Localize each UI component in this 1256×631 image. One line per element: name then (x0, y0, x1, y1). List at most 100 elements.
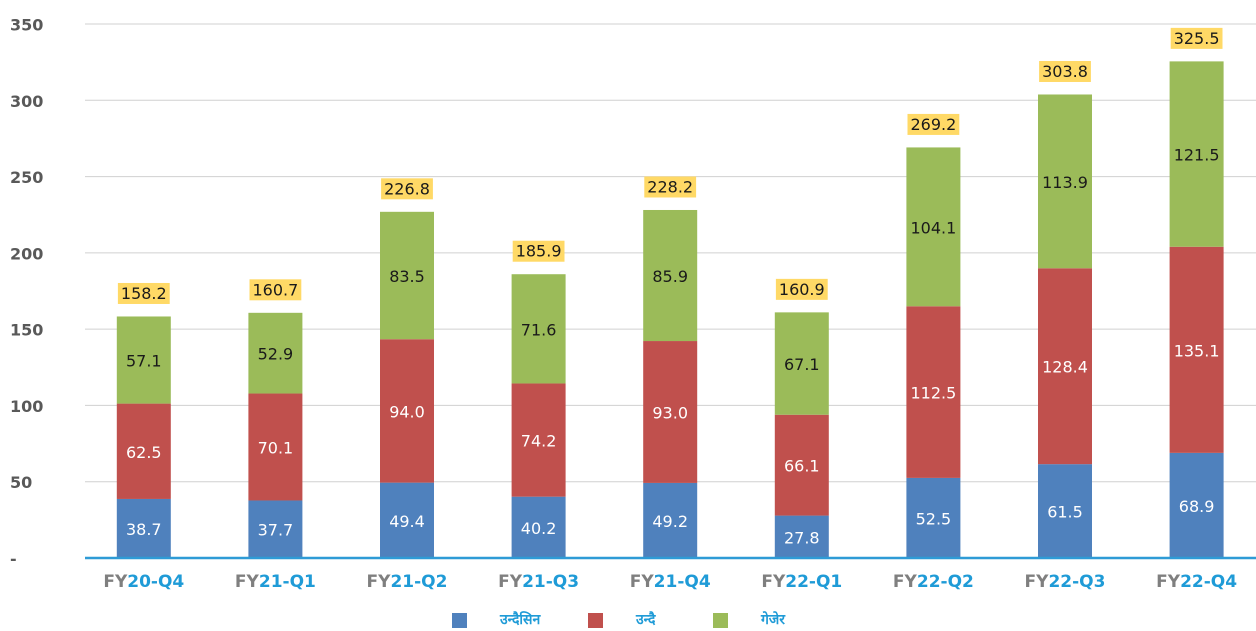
y-tick-label: 250 (10, 168, 43, 187)
x-tick-suffix: 22-Q1 (785, 572, 842, 592)
y-tick-label: 300 (10, 92, 43, 111)
total-label-bg (249, 279, 302, 301)
total-label: 226.8 (384, 179, 430, 198)
value-label: 135.1 (1174, 341, 1220, 360)
x-tick-label: FY21-Q2 (367, 572, 448, 592)
bar-segment (906, 306, 961, 478)
bar-segment (380, 482, 434, 558)
total-label-bg (775, 278, 828, 300)
legend-label: उन्दै (635, 611, 656, 628)
bar-segment (511, 274, 566, 384)
bar-segment (116, 498, 171, 558)
x-tick-label: FY22-Q4 (1156, 572, 1237, 592)
value-label: 94.0 (389, 402, 425, 421)
bar-segment (1169, 61, 1224, 247)
value-label: 128.4 (1042, 358, 1088, 377)
total-label: 158.2 (121, 284, 167, 303)
total-label: 325.5 (1174, 29, 1220, 48)
total-label: 228.2 (647, 177, 693, 196)
total-label: 185.9 (516, 242, 562, 261)
value-label: 85.9 (652, 267, 688, 286)
x-tick-suffix: 22-Q2 (917, 572, 974, 592)
y-tick-label: 150 (10, 321, 43, 340)
y-tick-label: 350 (10, 16, 43, 35)
bar-segment (643, 209, 698, 342)
value-label: 40.2 (521, 519, 557, 538)
x-tick-prefix: FY (235, 572, 260, 592)
x-tick-prefix: FY (367, 572, 392, 592)
x-tick-label: FY22-Q2 (893, 572, 974, 592)
bar-segment (1169, 452, 1224, 558)
legend-label: गेजेर (760, 611, 786, 628)
value-label: 62.5 (126, 443, 162, 462)
bar-segment (906, 477, 961, 558)
bar-segment (511, 496, 566, 558)
bar-segment (1038, 268, 1092, 465)
x-tick-suffix: 22-Q4 (1180, 572, 1237, 592)
y-tick-label: 50 (10, 473, 32, 492)
total-label-group: 185.9 (512, 240, 565, 262)
legend-swatch (713, 613, 728, 628)
x-tick-suffix: 20-Q4 (127, 572, 184, 592)
legend-swatch (452, 613, 467, 628)
bar-segment (1038, 464, 1092, 558)
value-label: 61.5 (1047, 503, 1083, 522)
x-tick-prefix: FY (103, 572, 128, 592)
x-tick-label: FY22-Q3 (1025, 572, 1106, 592)
total-label-group: 325.5 (1170, 27, 1223, 49)
value-label: 112.5 (910, 384, 956, 403)
bar-segment (774, 515, 829, 558)
x-tick-label: FY21-Q3 (498, 572, 579, 592)
total-label-group: 160.9 (775, 278, 828, 300)
value-label: 71.6 (521, 320, 557, 339)
total-label-bg (1170, 27, 1223, 49)
x-tick-label: FY20-Q4 (103, 572, 184, 592)
bar-segment (380, 211, 434, 340)
total-label-bg (117, 282, 170, 304)
x-tick-label: FY22-Q1 (761, 572, 842, 592)
total-label-group: 228.2 (644, 176, 697, 198)
value-label: 68.9 (1179, 497, 1215, 516)
x-tick-prefix: FY (498, 572, 523, 592)
value-label: 93.0 (652, 403, 688, 422)
value-label: 121.5 (1174, 146, 1220, 165)
value-label: 66.1 (784, 457, 820, 476)
total-label-group: 269.2 (907, 113, 960, 135)
value-label: 38.7 (126, 520, 162, 539)
value-label: 113.9 (1042, 173, 1088, 192)
value-label: 83.5 (389, 267, 425, 286)
value-label: 70.1 (258, 439, 294, 458)
x-tick-label: FY21-Q1 (235, 572, 316, 592)
value-label: 37.7 (258, 521, 294, 540)
bar-segment (116, 403, 171, 499)
bar-segment (511, 383, 566, 497)
bar-segment (643, 482, 698, 558)
value-label: 74.2 (521, 432, 557, 451)
x-tick-suffix: 21-Q3 (522, 572, 579, 592)
y-tick-label: 100 (10, 397, 43, 416)
legend-swatch (588, 613, 603, 628)
bar-segment (906, 147, 961, 307)
total-label-bg (1039, 60, 1091, 82)
bar-segment (116, 316, 171, 404)
total-label-bg (512, 240, 565, 262)
value-label: 52.9 (258, 345, 294, 364)
x-tick-prefix: FY (1025, 572, 1050, 592)
bar-segment (380, 339, 434, 483)
x-tick-prefix: FY (893, 572, 918, 592)
x-tick-prefix: FY (761, 572, 786, 592)
total-label-bg (644, 176, 697, 198)
x-tick-label: FY21-Q4 (630, 572, 711, 592)
total-label-group: 303.8 (1039, 60, 1091, 82)
bar-segment (1038, 94, 1092, 269)
value-label: 67.1 (784, 355, 820, 374)
bar-segment (643, 341, 698, 483)
y-tick-label: 200 (10, 244, 43, 263)
legend-label: उन्दैसिन (499, 611, 542, 628)
x-tick-prefix: FY (630, 572, 655, 592)
total-label: 303.8 (1042, 62, 1088, 81)
value-label: 49.2 (652, 512, 688, 531)
total-label: 269.2 (910, 115, 956, 134)
total-label-group: 226.8 (381, 178, 433, 200)
